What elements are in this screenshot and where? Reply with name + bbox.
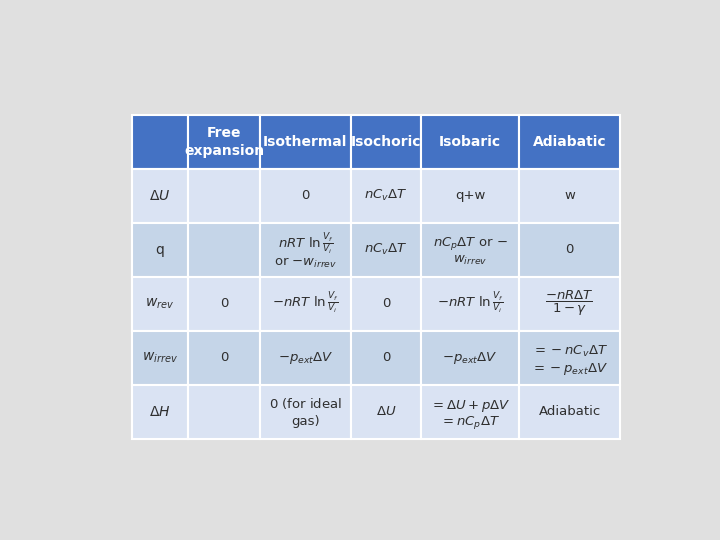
- Bar: [519, 331, 620, 385]
- Bar: [132, 223, 188, 277]
- Bar: [351, 385, 421, 439]
- Text: $=nC_p\Delta T$: $=nC_p\Delta T$: [440, 414, 500, 431]
- Bar: [421, 223, 519, 277]
- Bar: [421, 385, 519, 439]
- Text: $=-nC_v\Delta T$: $=-nC_v\Delta T$: [531, 344, 608, 359]
- Bar: [132, 114, 188, 168]
- Text: 0: 0: [565, 244, 574, 256]
- Bar: [351, 277, 421, 331]
- Bar: [519, 385, 620, 439]
- Text: Isochoric: Isochoric: [351, 134, 421, 149]
- Bar: [188, 114, 260, 168]
- Text: $\Delta U$: $\Delta U$: [149, 189, 171, 203]
- Text: $w_{irrev}$: $w_{irrev}$: [453, 254, 487, 267]
- Text: Adiabatic: Adiabatic: [533, 134, 606, 149]
- Bar: [260, 277, 351, 331]
- Bar: [260, 385, 351, 439]
- Text: q: q: [156, 243, 164, 257]
- Text: Isothermal: Isothermal: [264, 134, 348, 149]
- Bar: [132, 168, 188, 223]
- Text: 0: 0: [382, 352, 390, 365]
- Text: $w_{irrev}$: $w_{irrev}$: [142, 351, 178, 365]
- Text: $-nRT\ \ln\frac{V_f}{V_i}$: $-nRT\ \ln\frac{V_f}{V_i}$: [437, 292, 503, 316]
- Text: Isobaric: Isobaric: [439, 134, 501, 149]
- Text: 0: 0: [382, 298, 390, 310]
- Bar: [519, 223, 620, 277]
- Text: $nC_p\Delta T$ or $-$: $nC_p\Delta T$ or $-$: [433, 235, 508, 252]
- Text: $nC_v\Delta T$: $nC_v\Delta T$: [364, 188, 408, 204]
- Bar: [351, 114, 421, 168]
- Bar: [260, 223, 351, 277]
- Bar: [260, 331, 351, 385]
- Text: $=-p_{ext}\Delta V$: $=-p_{ext}\Delta V$: [531, 361, 608, 377]
- Text: 0: 0: [220, 298, 228, 310]
- Bar: [132, 277, 188, 331]
- Bar: [351, 223, 421, 277]
- Bar: [421, 168, 519, 223]
- Bar: [132, 331, 188, 385]
- Bar: [188, 331, 260, 385]
- Bar: [519, 277, 620, 331]
- Text: or $-w_{irrev}$: or $-w_{irrev}$: [274, 256, 337, 271]
- Bar: [421, 277, 519, 331]
- Text: $-p_{ext}\Delta V$: $-p_{ext}\Delta V$: [278, 350, 333, 366]
- Text: $w_{rev}$: $w_{rev}$: [145, 296, 174, 311]
- Text: $\dfrac{-nR\Delta T}{1-\gamma}$: $\dfrac{-nR\Delta T}{1-\gamma}$: [545, 289, 594, 319]
- Text: 0: 0: [301, 190, 310, 202]
- Text: q+w: q+w: [455, 190, 485, 202]
- Bar: [132, 385, 188, 439]
- Bar: [421, 331, 519, 385]
- Bar: [421, 114, 519, 168]
- Bar: [351, 168, 421, 223]
- Text: $nC_v\Delta T$: $nC_v\Delta T$: [364, 242, 408, 258]
- Bar: [260, 114, 351, 168]
- Text: Adiabatic: Adiabatic: [539, 406, 600, 419]
- Text: $=\Delta U + p\Delta V$: $=\Delta U + p\Delta V$: [430, 397, 510, 414]
- Bar: [188, 277, 260, 331]
- Bar: [351, 331, 421, 385]
- Text: $0$ (for ideal
gas): $0$ (for ideal gas): [269, 396, 342, 428]
- Bar: [188, 385, 260, 439]
- Text: $-nRT\ \ln\frac{V_f}{V_i}$: $-nRT\ \ln\frac{V_f}{V_i}$: [272, 292, 339, 316]
- Bar: [188, 168, 260, 223]
- Text: $nRT\ \ln\frac{V_f}{V_i}$: $nRT\ \ln\frac{V_f}{V_i}$: [278, 232, 333, 257]
- Bar: [188, 223, 260, 277]
- Text: $-p_{ext}\Delta V$: $-p_{ext}\Delta V$: [442, 350, 498, 366]
- Text: Free
expansion: Free expansion: [184, 126, 264, 158]
- Text: $\Delta H$: $\Delta H$: [149, 405, 171, 419]
- Text: w: w: [564, 190, 575, 202]
- Text: $\Delta U$: $\Delta U$: [376, 406, 396, 419]
- Bar: [260, 168, 351, 223]
- Bar: [519, 168, 620, 223]
- Bar: [519, 114, 620, 168]
- Text: 0: 0: [220, 352, 228, 365]
